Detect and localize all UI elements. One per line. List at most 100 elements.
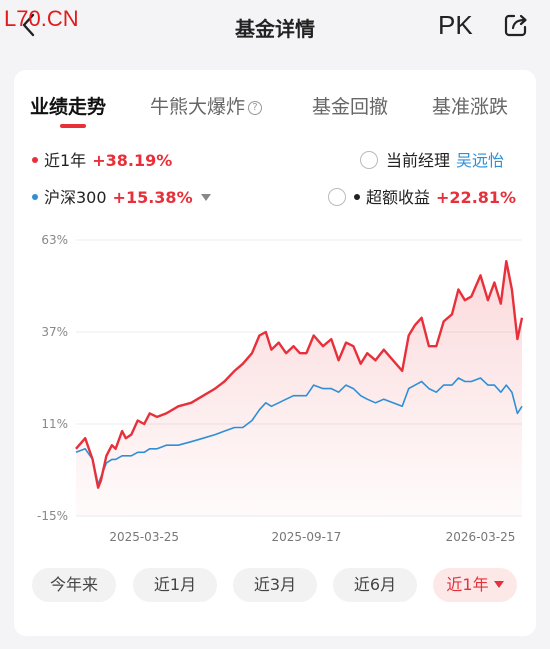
benchmark-data-point [493,384,495,386]
fund-data-point [313,335,315,337]
fund-data-point [84,437,86,439]
benchmark-data-point [352,388,354,390]
fund-data-point [330,338,332,340]
benchmark-data-point [345,384,347,386]
fund-data-point [322,345,324,347]
benchmark-data-point [480,377,482,379]
benchmark-data-point [75,451,77,453]
benchmark-data-point [270,405,272,407]
fund-data-point [137,420,139,422]
fund-data-point [511,289,513,291]
fund-data-point [285,352,287,354]
benchmark-data-point [130,455,132,457]
tab-performance[interactable]: 业绩走势 [30,96,107,118]
performance-chart[interactable]: 63% 37% 11% -15% 2025-03-25 2025-09-17 2026-0… [14,220,536,556]
benchmark-data-point [115,458,117,460]
tab-drawdown[interactable]: 基金回撤 [312,96,389,118]
manager-toggle[interactable]: 当前经理 吴远怡 [360,147,505,170]
benchmark-data-point [305,395,307,397]
benchmark-data-point [322,388,324,390]
share-icon[interactable] [503,12,529,38]
benchmark-data-point [500,391,502,393]
benchmark-return: +15.38% [112,188,193,207]
range-ytd-button[interactable]: 今年来 [32,568,116,602]
pk-button[interactable]: PK [438,10,473,40]
range-6m-button[interactable]: 近6月 [333,568,417,602]
fund-data-point [414,324,416,326]
fund-data-point [242,363,244,365]
benchmark-data-point [366,398,368,400]
fund-data-point [278,342,280,344]
benchmark-data-point [97,483,99,485]
fund-data-point [338,359,340,361]
fund-data-point [435,345,437,347]
fund-data-point [451,313,453,315]
manager-name-link[interactable]: 吴远怡 [456,151,505,170]
benchmark-data-point [457,377,459,379]
range-dropdown-icon[interactable] [493,581,504,588]
fund-legend: 近1年 +38.19% [32,147,173,170]
fund-data-point [352,345,354,347]
fund-data-point [105,455,107,457]
fund-data-point [265,331,267,333]
fund-data-point [223,381,225,383]
fund-data-point [408,335,410,337]
back-arrow-icon[interactable] [18,12,40,38]
benchmark-data-point [360,395,362,397]
fund-data-point [360,363,362,365]
benchmark-dropdown-icon[interactable] [200,194,211,201]
fund-data-point [75,448,77,450]
range-3m-button[interactable]: 近3月 [233,568,317,602]
fund-data-point [505,260,507,262]
fund-data-point [480,274,482,276]
manager-radio[interactable] [360,151,378,169]
fund-data-point [100,480,102,482]
fund-data-point [293,345,295,347]
fund-area [76,261,522,516]
y-tick-label: -15% [37,509,68,523]
benchmark-data-point [414,384,416,386]
fund-data-point [156,416,158,418]
benchmark-data-point [242,427,244,429]
fund-dot-icon [32,157,38,163]
benchmark-data-point [338,391,340,393]
benchmark-data-point [156,448,158,450]
benchmark-data-point [408,388,410,390]
tab-benchmark[interactable]: 基准涨跌 [432,96,509,118]
benchmark-data-point [278,402,280,404]
benchmark-data-point [470,381,472,383]
benchmark-legend[interactable]: 沪深300 +15.38% [32,184,211,207]
benchmark-data-point [435,391,437,393]
fund-data-point [428,345,430,347]
benchmark-data-point [265,402,267,404]
benchmark-data-point [125,455,127,457]
range-1y-button[interactable]: 近1年 [433,568,517,602]
fund-data-point [457,289,459,291]
fund-data-point [149,412,151,414]
benchmark-data-point [149,448,151,450]
x-tick-label: 2025-03-25 [109,530,179,544]
benchmark-data-point [330,388,332,390]
fund-data-point [493,282,495,284]
benchmark-data-point [92,458,94,460]
fund-data-point [258,335,260,337]
fund-data-point [202,395,204,397]
range-1m-button[interactable]: 近1月 [133,568,217,602]
fund-data-point [97,487,99,489]
benchmark-line [75,377,523,485]
excess-radio[interactable] [328,188,346,206]
benchmark-data-point [464,381,466,383]
benchmark-data-point [214,434,216,436]
benchmark-data-point [451,384,453,386]
fund-data-point [115,448,117,450]
benchmark-data-point [202,437,204,439]
help-icon[interactable]: ? [248,101,263,115]
fund-return: +38.19% [92,151,173,170]
fund-data-point [487,299,489,301]
fund-data-point [251,352,253,354]
excess-toggle[interactable]: 超额收益 +22.81% [328,184,516,207]
benchmark-data-point [428,388,430,390]
fund-data-point [214,388,216,390]
benchmark-dot-icon [32,194,38,200]
tab-bull-bear[interactable]: 牛熊大爆炸? [150,92,263,119]
